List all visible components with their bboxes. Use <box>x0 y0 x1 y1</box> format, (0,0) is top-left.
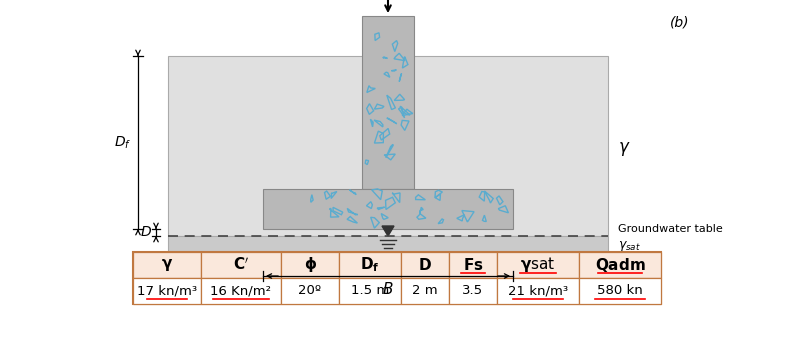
Bar <box>133 252 201 278</box>
Text: (b): (b) <box>670 16 690 30</box>
Text: 2 m: 2 m <box>412 285 438 297</box>
Text: $D$: $D$ <box>140 226 152 240</box>
Bar <box>168 56 608 236</box>
Text: 580 kn: 580 kn <box>597 285 643 297</box>
Bar <box>339 278 401 304</box>
Text: $\gamma_{sat}$: $\gamma_{sat}$ <box>618 239 641 253</box>
Bar <box>133 278 201 304</box>
Bar <box>339 252 401 278</box>
Polygon shape <box>382 226 394 236</box>
Bar <box>449 278 497 304</box>
Text: $\mathbf{Qadm}$: $\mathbf{Qadm}$ <box>594 256 646 274</box>
Text: 21 kn/m³: 21 kn/m³ <box>508 285 568 297</box>
Text: 17 kn/m³: 17 kn/m³ <box>137 285 197 297</box>
Bar <box>401 278 449 304</box>
Text: $B$: $B$ <box>382 281 394 297</box>
Text: $\bf{C'}$: $\bf{C'}$ <box>233 257 249 273</box>
Text: $D_f$: $D_f$ <box>113 134 131 151</box>
Text: 3.5: 3.5 <box>463 285 483 297</box>
Bar <box>362 16 414 189</box>
Bar <box>497 252 579 278</box>
Bar <box>497 278 579 304</box>
Bar <box>168 236 608 262</box>
Bar <box>449 252 497 278</box>
Bar <box>281 252 339 278</box>
Text: $\mathbf{Fs}$: $\mathbf{Fs}$ <box>463 257 483 273</box>
Text: $\bf\gamma$: $\bf\gamma$ <box>161 257 173 273</box>
Text: 20º: 20º <box>299 285 321 297</box>
Bar <box>401 252 449 278</box>
Bar <box>579 252 661 278</box>
Bar <box>133 252 661 304</box>
Bar <box>201 278 281 304</box>
Text: $\bf\phi$: $\bf\phi$ <box>304 256 316 274</box>
Text: $\mathbf{D_f}$: $\mathbf{D_f}$ <box>360 256 380 274</box>
Text: $\gamma$: $\gamma$ <box>618 140 630 158</box>
Text: $\mathbf{D}$: $\mathbf{D}$ <box>418 257 432 273</box>
Bar <box>579 278 661 304</box>
Text: 16 Kn/m²: 16 Kn/m² <box>210 285 272 297</box>
Text: Groundwater table: Groundwater table <box>618 224 723 234</box>
Bar <box>281 278 339 304</box>
Bar <box>263 189 513 229</box>
Bar <box>201 252 281 278</box>
Text: $\bf\gamma$sat: $\bf\gamma$sat <box>520 256 555 274</box>
Text: 1.5 m: 1.5 m <box>351 285 389 297</box>
